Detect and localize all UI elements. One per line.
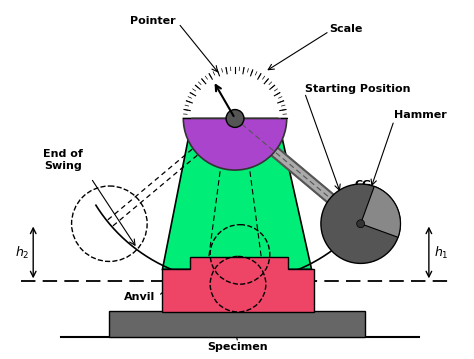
Text: $h_1$: $h_1$ <box>434 244 448 261</box>
Polygon shape <box>232 115 364 228</box>
Circle shape <box>357 220 365 228</box>
Text: Pointer: Pointer <box>130 16 175 26</box>
Text: Hammer: Hammer <box>394 111 447 121</box>
Text: $h_2$: $h_2$ <box>15 244 29 261</box>
Circle shape <box>226 109 244 127</box>
Text: Starting Position: Starting Position <box>305 84 410 94</box>
Text: CG: CG <box>268 223 285 233</box>
Text: Scale: Scale <box>329 24 363 34</box>
Bar <box>109 311 365 337</box>
Text: Anvil: Anvil <box>124 292 155 302</box>
Polygon shape <box>163 257 313 312</box>
Polygon shape <box>163 118 311 269</box>
Circle shape <box>321 184 401 264</box>
Text: End of
Swing: End of Swing <box>43 149 83 171</box>
Text: Specimen: Specimen <box>208 342 268 352</box>
Wedge shape <box>183 118 287 170</box>
Text: CG: CG <box>354 180 372 190</box>
Wedge shape <box>361 186 401 237</box>
